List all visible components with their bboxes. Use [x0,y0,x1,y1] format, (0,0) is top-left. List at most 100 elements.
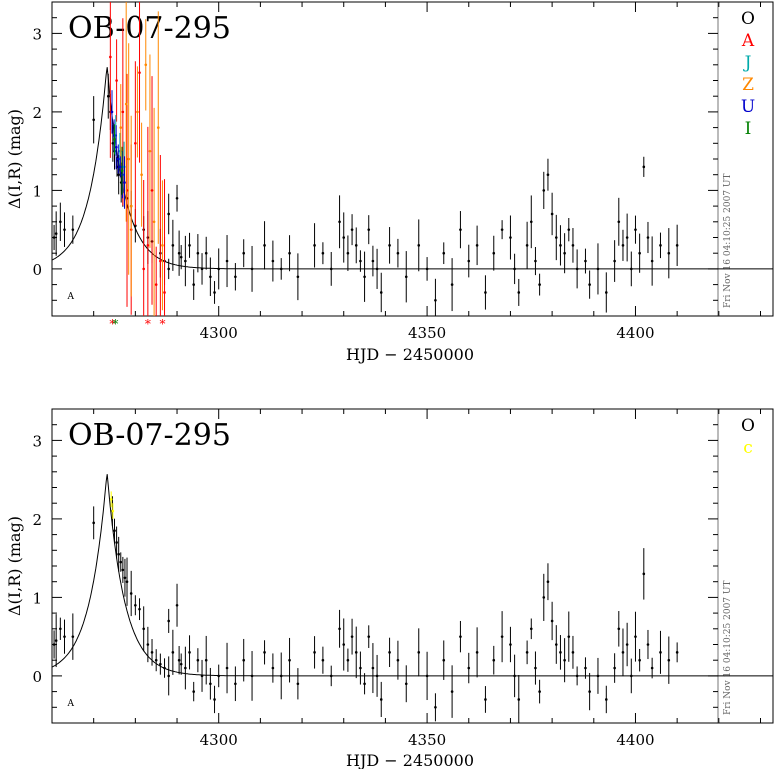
data-point [242,251,246,255]
data-point [150,189,154,192]
data-point [617,627,621,631]
data-point [114,145,118,149]
data-point [350,635,354,638]
marker-asterisk: * [109,317,115,331]
data-point [117,552,120,556]
data-point [119,126,123,129]
data-point [646,236,650,239]
data-point [71,635,75,638]
x-axis-label: HJD − 2450000 [346,345,474,364]
data-point [338,220,341,224]
data-point [159,662,162,666]
y-tick-label: 0 [32,668,42,686]
data-point [52,643,56,646]
data-point [200,674,204,678]
data-point [154,283,158,286]
data-point [125,580,129,583]
chart-panel-bottom: 4300 4350 4400 0 1 2 3 HJD − 2450000 Δ(I,R) (mag… [5,408,774,769]
data-point [263,244,266,247]
legend-entry-Z: Z [742,75,754,95]
chart-title: OB-07-295 [68,418,231,453]
data-point [367,228,371,231]
data-point [329,674,333,678]
data-point [113,138,116,141]
data-point [450,690,454,693]
data-point [71,228,75,231]
data-point [650,666,654,670]
data-point [475,651,479,654]
data-point [371,666,375,670]
data-point [575,267,579,271]
data-point [563,658,566,662]
data-point [111,142,115,145]
data-point [546,580,550,583]
data-point [554,643,558,646]
data-point [459,228,462,231]
chart-panel-top: 4300 4350 4400 0 1 2 3 HJD − 2450000 Δ(I,R) (mag… [5,1,774,364]
data-point [127,157,130,161]
data-point [242,658,246,662]
data-point [492,658,496,662]
data-point [111,509,115,513]
data-point [425,267,429,271]
data-point [379,698,383,701]
data-point [571,244,575,247]
data-point [213,698,216,701]
data-point [217,674,221,678]
data-point [123,181,126,184]
data-point [121,568,125,572]
data-point [92,521,95,525]
data-point [375,674,379,678]
data-point [550,619,554,623]
data-point [188,651,191,654]
data-point [250,267,254,271]
data-point [63,228,66,231]
x-tick-label: 4350 [408,324,446,342]
data-point [296,275,300,279]
x-tick-label: 4400 [616,324,654,342]
data-point [129,204,133,208]
data-point [279,267,283,271]
data-point [204,251,208,255]
data-point [467,666,471,670]
data-point [538,283,541,286]
data-point [138,71,141,74]
y-tick-label: 2 [32,511,42,529]
data-point [509,643,512,646]
chart-title: OB-07-295 [68,11,231,46]
data-point [52,236,56,239]
data-point [550,212,554,216]
data-point [342,236,346,239]
data-point [417,244,421,247]
x-tick-label: 4350 [408,731,446,749]
data-point [500,635,504,638]
data-point [116,157,120,161]
data-point [667,658,671,662]
data-point [475,244,479,247]
model-curve [51,67,773,270]
data-point [375,267,379,271]
data-point [271,259,275,263]
data-point [346,251,350,255]
data-point [596,674,600,678]
data-point [450,283,454,286]
data-point [329,267,333,271]
data-point [321,251,325,255]
data-point [525,244,529,247]
data-point [92,118,95,122]
data-point [630,674,633,678]
data-point [617,220,621,224]
data-point [350,228,354,231]
data-point [484,291,487,294]
data-point [542,596,546,599]
data-point [659,651,662,654]
data-point [625,643,629,646]
data-point [559,244,562,247]
data-point [517,698,521,701]
data-point [179,662,183,666]
y-tick-label: 1 [32,182,42,200]
legend-entry-c: c [743,438,753,458]
data-point [567,635,571,638]
legend-entry-J: J [743,53,752,73]
data-point [124,102,128,106]
